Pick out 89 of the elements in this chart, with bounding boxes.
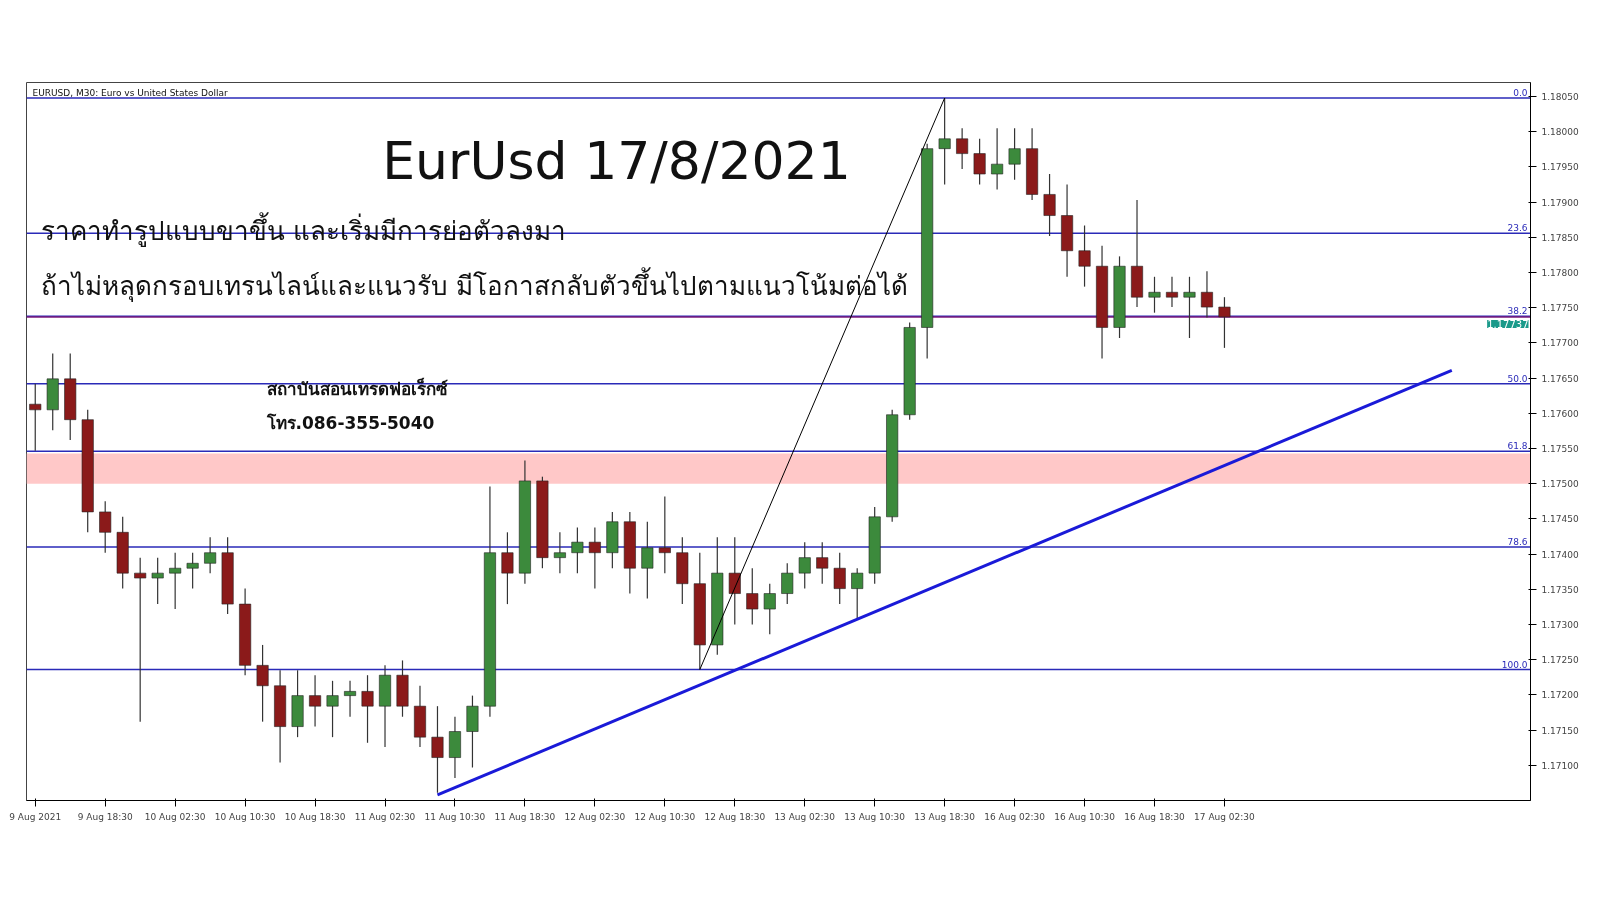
x-tick-label: 16 Aug 10:30 — [1054, 811, 1116, 822]
candlestick — [151, 557, 164, 605]
candlestick — [99, 500, 112, 554]
candlestick — [1166, 276, 1178, 308]
x-tick-label: 9 Aug 18:30 — [77, 811, 133, 822]
x-tick-label: 13 Aug 18:30 — [914, 811, 976, 822]
candlestick — [991, 127, 1004, 191]
y-tick-label: 1.17150 — [1541, 725, 1579, 736]
candlestick — [833, 552, 846, 605]
x-tick-label: 16 Aug 02:30 — [984, 811, 1046, 822]
candlestick — [1043, 173, 1056, 237]
candlestick — [588, 526, 601, 590]
y-tick-label: 1.17600 — [1541, 408, 1579, 419]
candlestick — [956, 127, 969, 170]
y-tick-label: 1.17650 — [1541, 373, 1579, 384]
candlestick — [553, 531, 566, 574]
y-tick-label: 1.17900 — [1541, 197, 1579, 208]
y-tick-label: 1.17400 — [1541, 549, 1579, 560]
candlestick — [1148, 276, 1161, 314]
candlestick — [326, 680, 339, 738]
candlestick — [798, 541, 811, 590]
candlestick — [361, 674, 374, 744]
annotation: 50.0 — [1507, 373, 1528, 384]
candlestick — [746, 567, 759, 626]
x-tick-label: 16 Aug 18:30 — [1124, 811, 1186, 822]
candlestick — [256, 644, 269, 723]
candlestick — [186, 552, 199, 590]
x-tick-label: 11 Aug 18:30 — [494, 811, 556, 822]
y-tick-label: 1.17450 — [1541, 514, 1579, 525]
text: EurUsd 17/8/2021 — [382, 130, 851, 191]
x-tick-label: 13 Aug 02:30 — [774, 811, 836, 822]
y-tick-label: 1.18050 — [1541, 92, 1579, 103]
x-tick-label: 10 Aug 18:30 — [284, 811, 346, 822]
annotation: โทร.086-355-5040 — [265, 412, 435, 433]
x-tick-label: 12 Aug 02:30 — [564, 811, 626, 822]
x-tick-label: 12 Aug 18:30 — [704, 811, 766, 822]
candlestick — [1200, 270, 1213, 319]
x-tick-label: 10 Aug 10:30 — [214, 811, 276, 822]
x-tick-label: 13 Aug 10:30 — [844, 811, 906, 822]
candlestick — [309, 674, 322, 728]
candlestick — [134, 557, 147, 723]
x-tick-label: 17 Aug 02:30 — [1194, 811, 1256, 822]
candlestick — [571, 526, 584, 574]
y-tick-label: 1.17350 — [1541, 584, 1579, 595]
candlestick — [1218, 296, 1231, 349]
candlestick — [1008, 127, 1021, 181]
y-tick-label: 1.17850 — [1541, 232, 1579, 243]
y-tick-label: 1.18000 — [1541, 127, 1579, 138]
candlestick — [1078, 224, 1091, 288]
candlestick — [763, 583, 776, 635]
candlestick — [816, 541, 829, 585]
y-tick-label: 1.17950 — [1541, 162, 1579, 173]
ref-line-label: 1.17737 — [1487, 318, 1529, 330]
y-tick-label: 1.17750 — [1541, 303, 1579, 314]
candlestick — [1183, 276, 1196, 339]
y-tick-label: 1.17300 — [1541, 620, 1579, 631]
y-tick-label: 1.17200 — [1541, 690, 1579, 701]
annotation: 38.2 — [1507, 306, 1528, 317]
annotation: 78.6 — [1507, 537, 1528, 548]
y-tick-label: 1.17800 — [1541, 268, 1579, 279]
candlestick — [169, 552, 182, 610]
candlestick — [501, 531, 514, 605]
x-tick-label: 12 Aug 10:30 — [634, 811, 696, 822]
candlestick — [781, 562, 794, 605]
annotation: สถาบันสอนเทรดฟอเร็กซ์ — [266, 376, 448, 399]
candlestick — [658, 495, 671, 574]
candlestick — [938, 97, 951, 186]
annotation: 23.6 — [1507, 223, 1528, 234]
candlestick — [431, 705, 444, 794]
y-tick-label: 1.17550 — [1541, 444, 1579, 455]
candlestick — [29, 383, 42, 452]
candlestick — [204, 536, 217, 574]
x-tick-label: 10 Aug 02:30 — [144, 811, 206, 822]
y-tick-label: 1.17250 — [1541, 655, 1579, 666]
candlestick — [851, 567, 864, 620]
y-tick-label: 1.17700 — [1541, 338, 1579, 349]
annotation: 0.0 — [1513, 87, 1528, 98]
candlestick — [973, 138, 986, 186]
annotation: 61.8 — [1507, 441, 1528, 452]
annotation: EURUSD, M30: Euro vs United States Dollar — [32, 87, 228, 98]
y-tick-label: 1.17500 — [1541, 479, 1579, 490]
x-tick-label: 9 Aug 2021 — [9, 811, 62, 822]
candlestick — [344, 680, 357, 718]
candlestick — [641, 521, 654, 600]
x-tick-label: 11 Aug 10:30 — [424, 811, 486, 822]
annotation: 100.0 — [1501, 659, 1528, 670]
x-tick-label: 11 Aug 02:30 — [354, 811, 416, 822]
candlestick — [728, 536, 741, 626]
y-tick-label: 1.17100 — [1541, 760, 1579, 771]
